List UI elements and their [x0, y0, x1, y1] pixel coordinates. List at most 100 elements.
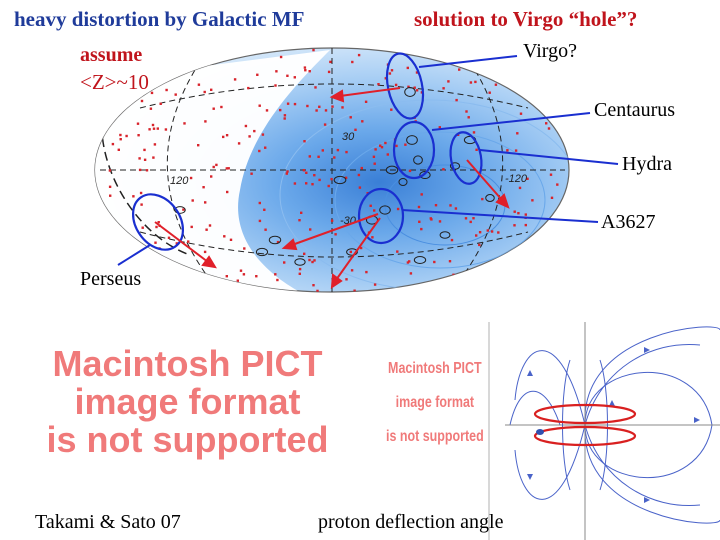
perseus-leader [117, 244, 151, 266]
event-dot [258, 149, 261, 153]
event-dot [136, 122, 140, 125]
event-dot [183, 122, 186, 125]
event-dot [464, 217, 468, 220]
title-left: heavy distortion by Galactic MF [14, 7, 305, 31]
event-dot [125, 134, 128, 138]
title-right: solution to Virgo “hole”? [414, 7, 638, 31]
sun-marker [536, 429, 544, 435]
event-dot [264, 228, 267, 231]
event-dot [514, 149, 518, 152]
event-dot [210, 88, 213, 91]
pict-line: image format [395, 394, 475, 411]
event-dot [531, 199, 534, 202]
event-dot [298, 272, 301, 275]
source-circle [406, 135, 418, 145]
event-dot [475, 234, 478, 237]
arrow-hydra [466, 159, 503, 201]
event-dot [380, 146, 384, 149]
event-dot [318, 105, 321, 108]
event-dot [243, 247, 246, 250]
event-dot [415, 71, 419, 74]
event-dot [154, 241, 157, 244]
event-dot [349, 116, 352, 119]
event-dot [438, 220, 442, 223]
caption-reference: Takami & Sato 07 [35, 511, 181, 533]
event-dot [151, 123, 155, 127]
event-dot [450, 238, 454, 242]
event-dot [140, 203, 143, 206]
source-circle [485, 194, 495, 202]
source-circle [333, 175, 347, 185]
event-dot [465, 110, 468, 113]
event-dot [248, 135, 251, 138]
event-dot [293, 76, 296, 79]
event-dot [488, 91, 491, 94]
event-dot [212, 107, 215, 110]
pict-line: Macintosh PICT [388, 360, 482, 377]
pict-line: is not supported [385, 428, 484, 445]
event-dot [233, 78, 237, 81]
event-dot [454, 207, 458, 210]
source-circle [449, 162, 461, 170]
event-dot [225, 275, 228, 278]
event-dot [244, 124, 248, 128]
event-dot [279, 108, 282, 112]
event-dot [229, 238, 233, 241]
event-dot [140, 99, 144, 103]
event-dot [175, 242, 178, 245]
event-dot [360, 166, 363, 170]
event-dot [486, 229, 489, 232]
event-dot [222, 135, 225, 139]
event-dot [306, 104, 309, 108]
event-dot [357, 53, 361, 57]
event-dot [304, 69, 307, 72]
grid-line [139, 231, 529, 258]
event-dot [137, 134, 140, 137]
a3627-leader [401, 209, 599, 223]
event-dot [263, 208, 266, 211]
event-dot [413, 86, 416, 89]
event-dot [506, 149, 509, 152]
event-dot [447, 80, 450, 83]
pict-line: is not supported [46, 419, 329, 460]
source-circle [385, 165, 399, 175]
event-dot [549, 173, 553, 176]
event-dot [481, 197, 484, 201]
event-dot [303, 252, 306, 255]
event-dot [330, 177, 333, 181]
event-dot [145, 169, 149, 172]
a3627-ellipse [357, 187, 405, 245]
event-dot [258, 219, 262, 223]
event-dot [274, 84, 277, 87]
event-dot [276, 240, 280, 244]
arrow-perseus-head [201, 255, 217, 269]
event-dot [152, 156, 155, 159]
event-dot [323, 123, 327, 126]
event-dot [418, 220, 421, 223]
event-dot [384, 77, 387, 80]
event-dot [417, 205, 421, 209]
event-dot [475, 148, 478, 151]
event-dot [143, 158, 147, 161]
event-dot [242, 273, 246, 276]
event-dot [327, 70, 331, 74]
event-dot [478, 243, 481, 247]
event-dot [286, 74, 289, 77]
event-dot [349, 250, 352, 254]
event-dot [111, 142, 115, 146]
source-circle [346, 248, 358, 256]
event-dot [283, 117, 286, 120]
source-circle [515, 257, 525, 267]
event-dot [379, 144, 382, 147]
event-dot [203, 90, 206, 94]
event-dot [396, 207, 400, 211]
field-arrows [527, 347, 700, 503]
event-dot [467, 116, 470, 119]
source-circle [294, 258, 306, 266]
event-dot [197, 144, 200, 147]
label-a3627: A3627 [601, 211, 656, 233]
event-dot [547, 127, 551, 130]
event-dot [313, 174, 316, 177]
white-region [95, 50, 330, 292]
event-dot [469, 220, 472, 224]
